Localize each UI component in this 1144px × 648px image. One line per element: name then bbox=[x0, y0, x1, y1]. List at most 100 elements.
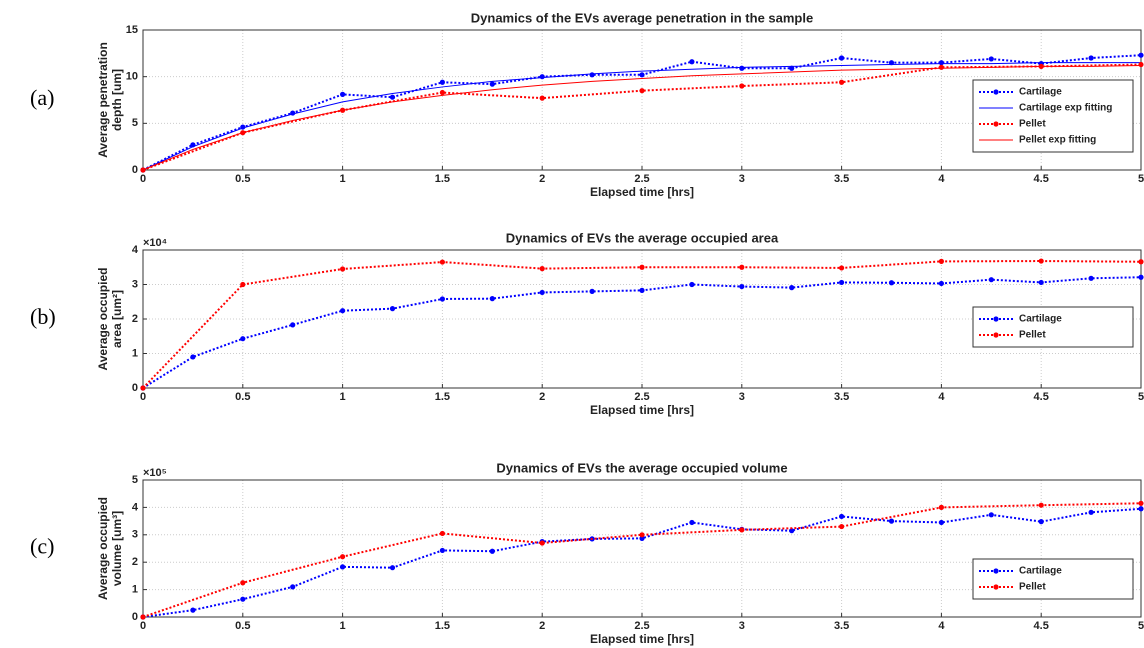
y-tick-label: 2 bbox=[132, 313, 138, 325]
data-point bbox=[439, 79, 445, 85]
x-tick-label: 1 bbox=[340, 620, 346, 632]
data-point bbox=[1138, 500, 1144, 506]
x-tick-label: 1.5 bbox=[435, 620, 450, 632]
x-tick-label: 4.5 bbox=[1034, 173, 1049, 185]
data-point bbox=[190, 354, 196, 360]
axes-frame bbox=[142, 29, 1142, 171]
data-point bbox=[439, 296, 445, 302]
data-point bbox=[1138, 52, 1144, 58]
data-point bbox=[240, 596, 246, 602]
y-axis-label: volume [um³] bbox=[110, 511, 124, 586]
data-point bbox=[1088, 275, 1094, 281]
y-tick-label: 3 bbox=[132, 529, 138, 541]
y-tick-label: 0 bbox=[132, 611, 138, 623]
y-tick-label: 2 bbox=[132, 556, 138, 568]
data-point bbox=[639, 72, 645, 78]
data-point bbox=[340, 554, 346, 560]
legend-label: Pellet exp fitting bbox=[1019, 135, 1096, 146]
series-line bbox=[142, 64, 1142, 171]
y-tick-label: 4 bbox=[132, 244, 139, 256]
panel-label: (a) bbox=[30, 85, 54, 110]
chart-title: Dynamics of the EVs average penetration … bbox=[471, 10, 813, 25]
data-point bbox=[539, 289, 545, 296]
data-point bbox=[1038, 519, 1044, 525]
data-point bbox=[1138, 506, 1144, 512]
data-point bbox=[1038, 279, 1044, 286]
data-point bbox=[789, 285, 795, 291]
y-multiplier: ×10⁴ bbox=[143, 237, 167, 249]
x-tick-label: 3.5 bbox=[834, 173, 849, 185]
data-point bbox=[639, 287, 645, 293]
data-point bbox=[639, 535, 645, 541]
x-tick-label: 5 bbox=[1138, 173, 1144, 185]
data-point bbox=[439, 259, 445, 265]
data-point bbox=[839, 79, 845, 85]
data-point bbox=[839, 55, 845, 61]
data-point bbox=[938, 519, 945, 526]
y-tick-label: 5 bbox=[132, 474, 138, 486]
data-point bbox=[340, 308, 346, 314]
legend-label: Cartilage bbox=[1019, 314, 1062, 325]
data-point bbox=[988, 277, 994, 283]
data-point bbox=[888, 60, 895, 66]
data-point bbox=[539, 540, 545, 546]
x-tick-label: 2 bbox=[539, 173, 545, 185]
x-tick-label: 0 bbox=[140, 173, 146, 185]
data-point bbox=[589, 72, 595, 78]
data-point bbox=[539, 266, 545, 272]
legend-label: Pellet bbox=[1019, 582, 1046, 593]
panel-label: (b) bbox=[30, 304, 56, 329]
data-point bbox=[240, 580, 246, 586]
data-point bbox=[839, 523, 845, 530]
x-tick-label: 4 bbox=[938, 391, 945, 403]
data-point bbox=[240, 281, 246, 288]
data-point bbox=[1088, 55, 1094, 61]
legend-marker bbox=[993, 584, 999, 590]
legend-marker bbox=[993, 332, 999, 338]
x-tick-label: 3 bbox=[739, 620, 745, 632]
data-point bbox=[389, 565, 396, 571]
y-tick-label: 15 bbox=[126, 24, 138, 36]
y-tick-label: 4 bbox=[132, 501, 139, 513]
x-tick-label: 0 bbox=[140, 620, 146, 632]
x-axis-label: Elapsed time [hrs] bbox=[590, 403, 694, 417]
data-point bbox=[739, 527, 745, 533]
x-tick-label: 2.5 bbox=[634, 173, 649, 185]
x-tick-label: 4 bbox=[938, 620, 945, 632]
x-tick-label: 5 bbox=[1138, 391, 1144, 403]
chart-title: Dynamics of EVs the average occupied vol… bbox=[496, 460, 787, 475]
x-tick-label: 0 bbox=[140, 391, 146, 403]
data-point bbox=[389, 94, 396, 100]
x-tick-label: 0.5 bbox=[235, 391, 250, 403]
data-point bbox=[839, 279, 845, 286]
legend-label: Cartilage exp fitting bbox=[1019, 103, 1112, 114]
y-axis-label: Average occupied bbox=[96, 497, 110, 600]
data-point bbox=[739, 65, 745, 71]
data-point bbox=[1138, 274, 1144, 280]
data-point bbox=[340, 91, 346, 97]
data-point bbox=[439, 530, 445, 537]
x-tick-label: 0.5 bbox=[235, 173, 250, 185]
y-axis-label: Average penetration bbox=[96, 42, 110, 158]
data-point bbox=[988, 56, 994, 62]
x-axis-label: Elapsed time [hrs] bbox=[590, 185, 694, 199]
y-multiplier: ×10⁵ bbox=[143, 467, 167, 479]
x-tick-label: 5 bbox=[1138, 620, 1144, 632]
x-tick-label: 1.5 bbox=[435, 173, 450, 185]
x-tick-label: 3.5 bbox=[834, 620, 849, 632]
data-point bbox=[140, 385, 146, 391]
data-point bbox=[639, 532, 645, 538]
x-tick-label: 1.5 bbox=[435, 391, 450, 403]
data-point bbox=[539, 74, 545, 80]
x-tick-label: 3 bbox=[739, 173, 745, 185]
x-tick-label: 1 bbox=[340, 173, 346, 185]
data-point bbox=[389, 306, 396, 312]
y-tick-label: 0 bbox=[132, 164, 138, 176]
series-line bbox=[142, 62, 1141, 171]
chart-title: Dynamics of EVs the average occupied are… bbox=[506, 230, 779, 245]
legend-marker bbox=[993, 316, 999, 322]
x-tick-label: 4 bbox=[938, 173, 945, 185]
legend-label: Cartilage bbox=[1019, 566, 1062, 577]
data-point bbox=[938, 64, 945, 70]
data-point bbox=[938, 280, 945, 287]
